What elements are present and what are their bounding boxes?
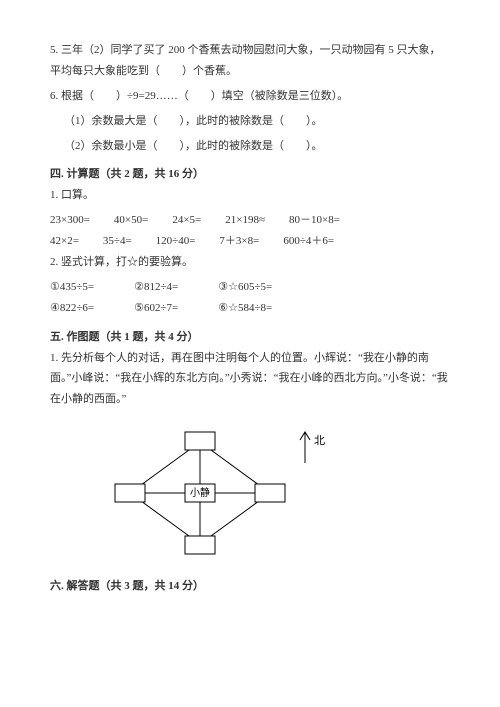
vert-item: ⑥☆584÷8= <box>218 298 272 319</box>
calc-item: 21×198≈ <box>225 210 265 231</box>
section-5-q1: 1. 先分析每个人的对话，再在图中注明每个人的位置。小辉说：“我在小静的南面。”… <box>50 348 450 411</box>
calc-item: 40×50= <box>114 210 148 231</box>
section-6-title: 六. 解答题（共 3 题，共 14 分） <box>50 576 450 597</box>
question-6: 6. 根据（ ）÷9=29……（ ）填空（被除数是三位数）。 <box>50 86 450 107</box>
calc-item: 120÷40= <box>156 231 196 252</box>
section-4-q1: 1. 口算。 <box>50 185 450 206</box>
question-6-part1: （1）余数最大是（ ），此时的被除数是（ ）。 <box>50 111 450 132</box>
calc-item: 35÷4= <box>103 231 132 252</box>
calc-item: 42×2= <box>50 231 79 252</box>
calc-item: 23×300= <box>50 210 90 231</box>
question-5: 5. 三年（2）同学了买了 200 个香蕉去动物园慰问大象，一只动物园有 5 只… <box>50 40 450 82</box>
calc-item: 7＋3×8= <box>219 231 259 252</box>
question-6-part2: （2）余数最小是（ ），此时的被除数是（ ）。 <box>50 136 450 157</box>
vert-item: ⑤602÷7= <box>134 298 178 319</box>
calc-item: 600÷4＋6= <box>283 231 334 252</box>
section-4-title: 四. 计算题（共 2 题，共 16 分） <box>50 164 450 185</box>
section-5-title: 五. 作图题（共 1 题，共 4 分） <box>50 327 450 348</box>
vertical-row-1: ①435÷5= ②812÷4= ③☆605÷5= <box>50 277 450 298</box>
calc-row-1: 23×300= 40×50= 24×5= 21×198≈ 80－10×8= <box>50 210 450 231</box>
calc-item: 24×5= <box>172 210 201 231</box>
calc-row-2: 42×2= 35÷4= 120÷40= 7＋3×8= 600÷4＋6= <box>50 231 450 252</box>
vert-item: ③☆605÷5= <box>218 277 272 298</box>
vert-item: ①435÷5= <box>50 277 94 298</box>
section-4-q2: 2. 竖式计算，打☆的要验算。 <box>50 252 450 273</box>
north-label: 北 <box>314 434 325 447</box>
calc-item: 80－10×8= <box>289 210 340 231</box>
vert-item: ②812÷4= <box>134 277 178 298</box>
vert-item: ④822÷6= <box>50 298 94 319</box>
center-node-label: 小静 <box>190 486 210 499</box>
position-diagram: 小静 北 <box>110 418 340 568</box>
vertical-row-2: ④822÷6= ⑤602÷7= ⑥☆584÷8= <box>50 298 450 319</box>
